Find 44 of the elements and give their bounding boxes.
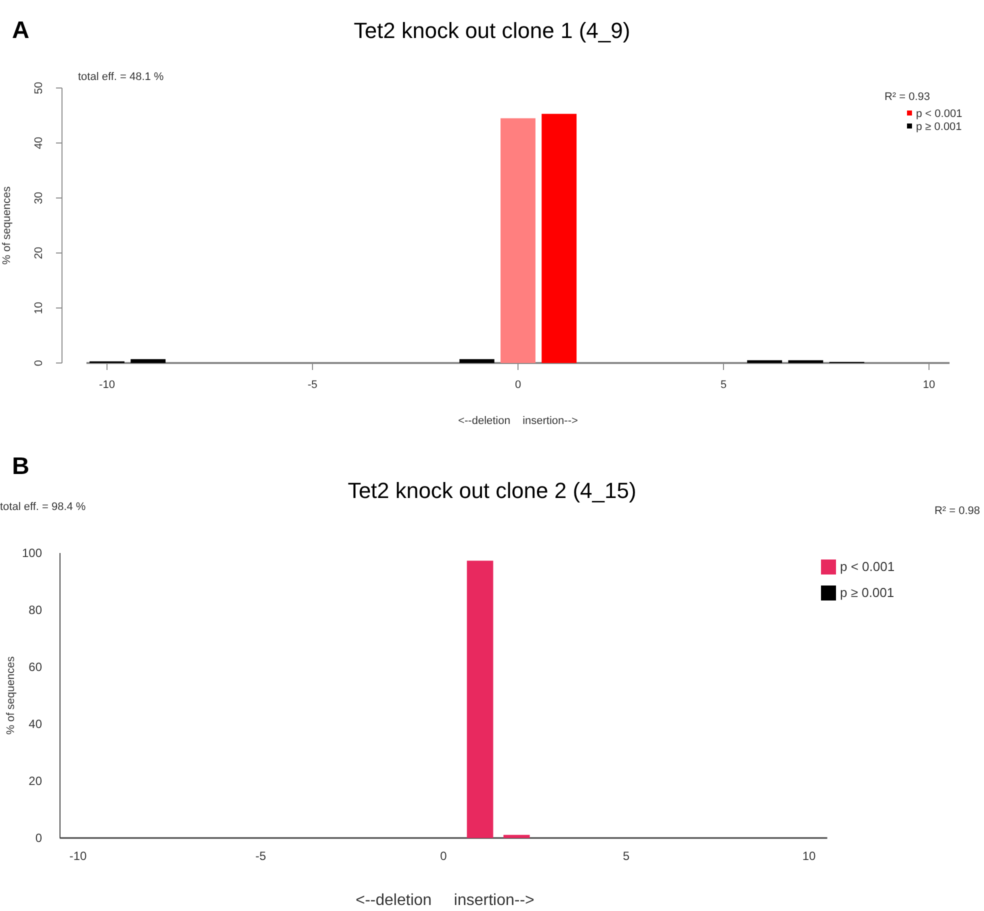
bar — [130, 359, 166, 363]
x-tick-label: 5 — [622, 849, 630, 863]
text: R² = 0.98 — [934, 505, 980, 517]
chart-title: Tet2 knock out clone 2 (4_15) — [348, 478, 636, 503]
text: total eff. = 98.4 % — [0, 501, 86, 513]
x-axis-title: <--deletion insertion--> — [356, 892, 534, 909]
y-tick-label: 60 — [28, 660, 42, 674]
x-tick-label: 10 — [802, 849, 816, 863]
y-tick-label: 10 — [33, 302, 45, 314]
x-tick-label: 5 — [720, 379, 727, 391]
text: B — [12, 453, 30, 480]
y-tick-label: 20 — [33, 246, 45, 260]
legend-label: p ≥ 0.001 — [840, 585, 894, 600]
y-tick-label: 30 — [33, 192, 45, 204]
y-tick-label: 0 — [35, 831, 42, 845]
legend-label: p < 0.001 — [916, 108, 962, 120]
bar — [542, 114, 577, 363]
x-tick-label: -10 — [99, 379, 115, 391]
x-tick-label: 10 — [922, 379, 936, 391]
y-tick-label: 20 — [28, 774, 42, 788]
y-axis-title: % of sequences — [1, 186, 13, 265]
y-tick-label: 50 — [33, 82, 45, 94]
x-axis-title: <--deletion insertion--> — [458, 415, 578, 427]
y-tick-label: 80 — [28, 603, 42, 617]
bar — [788, 360, 824, 363]
bar — [500, 118, 536, 363]
x-tick-label: 0 — [514, 379, 522, 391]
bar — [459, 359, 494, 363]
y-axis-title: % of sequences — [5, 656, 17, 735]
y-tick-label: 40 — [33, 136, 45, 150]
y-tick-label: 0 — [33, 360, 45, 366]
y-tick-label: 100 — [22, 546, 42, 560]
x-tick-label: -10 — [69, 849, 87, 863]
y-tick-label: 40 — [28, 717, 42, 731]
x-tick-label: -5 — [255, 849, 266, 863]
x-tick-label: -5 — [308, 379, 318, 391]
text: A — [12, 17, 30, 44]
legend-label: p ≥ 0.001 — [916, 121, 962, 133]
legend-label: p < 0.001 — [840, 559, 895, 574]
chart-title: Tet2 knock out clone 1 (4_9) — [354, 18, 630, 43]
bar — [747, 360, 782, 363]
x-tick-label: 0 — [440, 849, 448, 863]
annotation: R² = 0.93 — [884, 91, 930, 103]
text: total eff. = 48.1 % — [78, 71, 164, 83]
